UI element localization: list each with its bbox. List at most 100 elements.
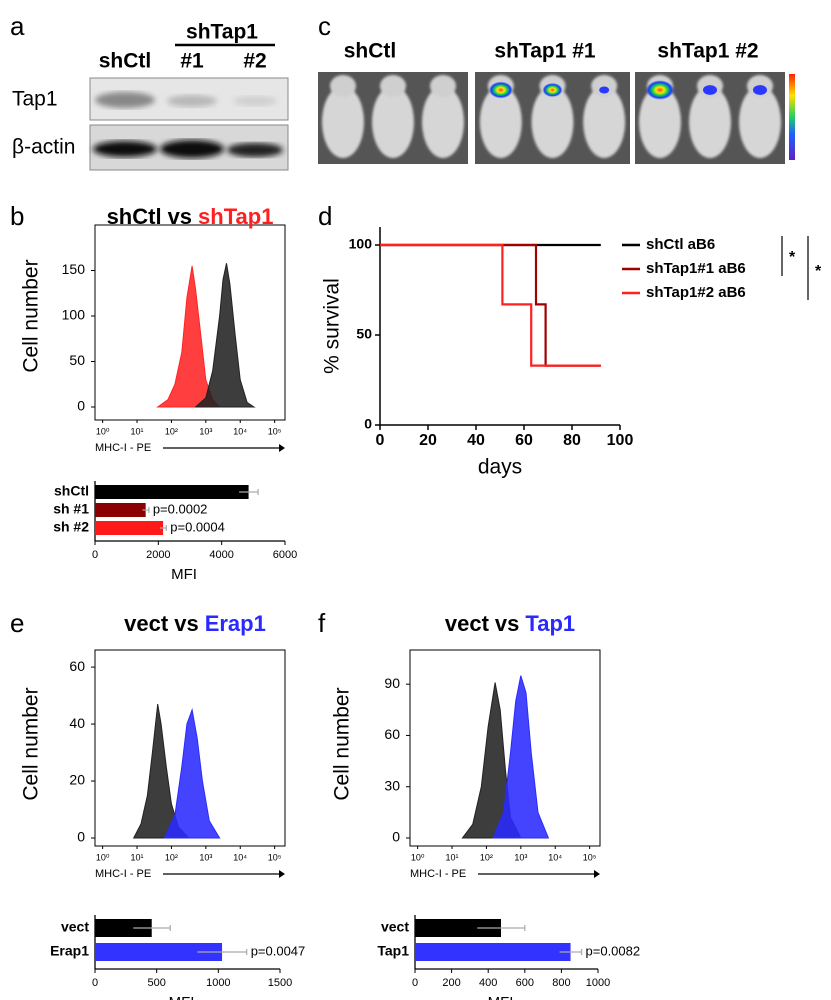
- x-tick-label: 60: [515, 432, 533, 449]
- x-tick-label: 10⁰: [96, 852, 110, 862]
- x-tick-label: 4000: [209, 549, 233, 561]
- histogram: [194, 263, 256, 408]
- y-tick-label: 100: [349, 236, 373, 252]
- bar: [95, 943, 223, 961]
- x-axis-label: MFI: [488, 994, 514, 1000]
- x-tick-label: 10³: [199, 426, 212, 436]
- x-tick-label: 10²: [165, 426, 178, 436]
- x-tick-label: 200: [442, 977, 460, 989]
- title-part: vect: [445, 611, 490, 636]
- chart-title: vect vs Erap1: [124, 611, 266, 636]
- x-tick-label: 10³: [514, 852, 527, 862]
- chart-title: vect vs Tap1: [445, 611, 575, 636]
- imaging-label: shCtl: [344, 40, 397, 63]
- mouse-head: [430, 75, 456, 97]
- title-part: Erap1: [205, 611, 266, 636]
- y-tick-label: 0: [392, 829, 400, 845]
- bar: [415, 943, 571, 961]
- p-value: p=0.0004: [170, 519, 225, 534]
- bar: [95, 503, 146, 517]
- y-tick-label: 60: [69, 658, 85, 674]
- x-tick-label: 1000: [206, 977, 230, 989]
- x-tick-label: 10⁰: [411, 852, 425, 862]
- mouse: [639, 86, 681, 158]
- x-tick-label: 10⁵: [268, 852, 282, 862]
- panel-label: c: [318, 11, 331, 41]
- imaging-label: shTap1 #1: [494, 40, 595, 63]
- mouse-head: [330, 75, 356, 97]
- y-axis-label: Cell number: [331, 687, 354, 800]
- x-tick-label: 10⁴: [548, 852, 562, 862]
- category-label: shCtl: [54, 483, 89, 499]
- survival-line: [380, 243, 601, 367]
- legend-label: shTap1#1 aB6: [646, 260, 746, 277]
- x-axis-label: MFI: [171, 566, 197, 583]
- category-label: Tap1: [377, 943, 409, 959]
- title-part: Tap1: [525, 611, 575, 636]
- plot-frame: [94, 224, 286, 421]
- x-tick-label: 10⁰: [96, 426, 110, 436]
- y-tick-label: 100: [62, 307, 86, 323]
- title-part: shTap1: [198, 204, 273, 229]
- y-tick-label: 0: [364, 416, 372, 432]
- legend-label: shTap1#2 aB6: [646, 284, 746, 301]
- x-tick-label: 0: [376, 432, 385, 449]
- mouse: [531, 86, 574, 158]
- title-part: vs: [168, 204, 192, 229]
- x-tick-label: 6000: [273, 549, 297, 561]
- y-tick-label: 150: [62, 261, 86, 277]
- significance-star: *: [789, 249, 796, 266]
- plot-frame: [409, 649, 601, 847]
- mouse: [322, 86, 364, 158]
- panel-label: e: [10, 608, 24, 638]
- arrow-head: [279, 444, 285, 452]
- x-tick-label: 10¹: [131, 852, 144, 862]
- x-tick-label: 10⁴: [233, 426, 247, 436]
- y-tick-label: 0: [77, 829, 85, 845]
- mouse: [689, 86, 731, 158]
- histogram: [163, 707, 221, 839]
- x-axis-label: MHC-I - PE: [95, 442, 151, 454]
- title-part: vs: [495, 611, 519, 636]
- y-tick-label: 90: [384, 675, 400, 691]
- lane-label: #1: [180, 50, 204, 73]
- title-part: vect: [124, 611, 169, 636]
- p-value: p=0.0082: [586, 943, 641, 958]
- bar: [95, 919, 152, 937]
- bar: [95, 485, 249, 499]
- y-tick-label: 30: [384, 777, 400, 793]
- panel-label: f: [318, 608, 326, 638]
- x-axis-label: MHC-I - PE: [95, 868, 151, 880]
- x-tick-label: 400: [479, 977, 497, 989]
- y-axis-label: Cell number: [20, 259, 43, 372]
- x-tick-label: 10²: [165, 852, 178, 862]
- signal: [703, 85, 717, 95]
- legend-label: shCtl aB6: [646, 236, 715, 253]
- survival-line: [380, 243, 601, 367]
- x-tick-label: 10³: [199, 852, 212, 862]
- x-tick-label: 2000: [146, 549, 170, 561]
- y-axis-label: Cell number: [20, 687, 43, 800]
- mouse: [422, 86, 464, 158]
- x-tick-label: 600: [516, 977, 534, 989]
- arrow-head: [279, 870, 285, 878]
- x-tick-label: 10⁵: [268, 426, 282, 436]
- imaging-label: shTap1 #2: [657, 40, 758, 63]
- blot: [89, 77, 289, 171]
- x-tick-label: 10⁴: [233, 852, 247, 862]
- y-tick-label: 20: [69, 772, 85, 788]
- p-value: p=0.0002: [153, 501, 208, 516]
- panel-label: d: [318, 201, 332, 231]
- mouse-head: [591, 75, 618, 97]
- category-label: sh #1: [53, 501, 89, 517]
- x-tick-label: 10²: [480, 852, 493, 862]
- signal: [488, 81, 513, 99]
- signal: [646, 80, 674, 100]
- lane-label: shCtl: [99, 50, 152, 73]
- blot-row-label: β-actin: [12, 136, 75, 159]
- x-tick-label: 1500: [268, 977, 292, 989]
- panel-label: a: [10, 11, 25, 41]
- y-tick-label: 60: [384, 726, 400, 742]
- x-tick-label: 40: [467, 432, 485, 449]
- p-value: p=0.0047: [251, 943, 306, 958]
